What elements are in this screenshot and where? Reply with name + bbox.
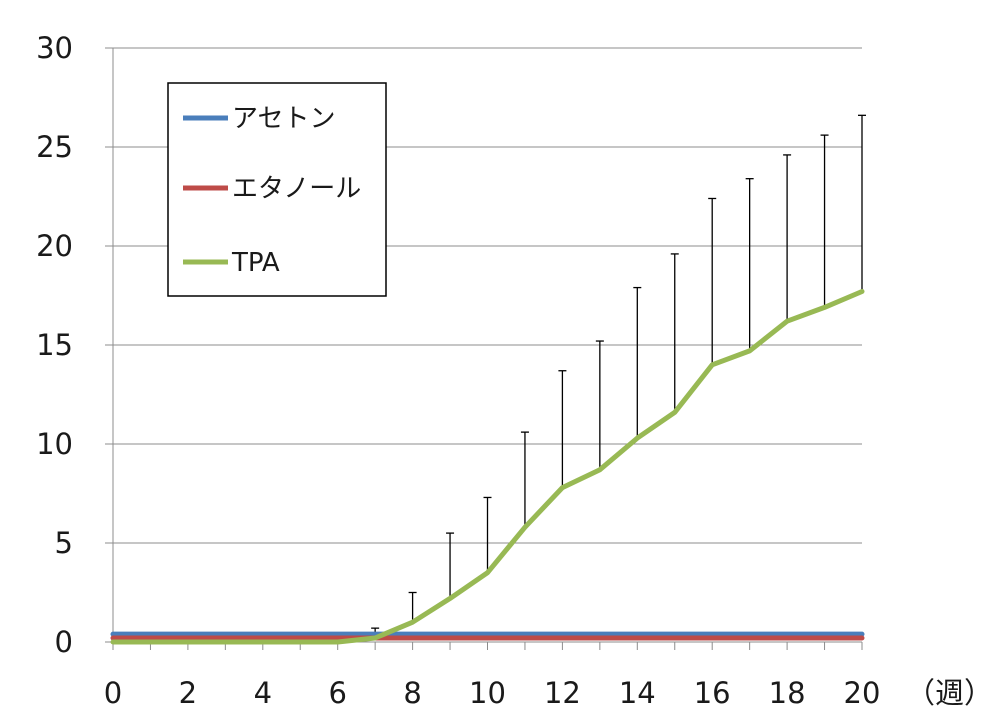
x-tick-label: 12 <box>544 676 581 710</box>
legend-label: アセトン <box>232 104 335 134</box>
x-tick-label: 16 <box>694 676 731 710</box>
x-tick-label: 0 <box>104 676 122 710</box>
error-bars <box>371 115 866 638</box>
y-tick-label: 15 <box>36 328 73 362</box>
x-tick-label: 6 <box>328 676 346 710</box>
x-axis-unit: （週） <box>906 676 993 710</box>
y-tick-label: 30 <box>36 31 73 65</box>
x-tick-label: 10 <box>469 676 506 710</box>
y-tick-label: 5 <box>55 526 73 560</box>
y-tick-label: 10 <box>36 427 73 461</box>
legend-label: TPA <box>231 248 280 278</box>
y-tick-label: 0 <box>55 625 73 659</box>
x-tick-labels: 0 2 4 6 8 10 12 14 16 18 20 <box>104 676 881 710</box>
x-tick-label: 4 <box>254 676 272 710</box>
y-tick-labels: 0 5 10 15 20 25 30 <box>36 31 73 659</box>
legend-label: エタノール <box>232 174 361 204</box>
x-tick-label: 2 <box>179 676 197 710</box>
x-tick-label: 18 <box>769 676 806 710</box>
x-tick-label: 8 <box>403 676 421 710</box>
y-tick-label: 20 <box>36 229 73 263</box>
x-tick-label: 20 <box>844 676 881 710</box>
x-tick-label: 14 <box>619 676 656 710</box>
y-tick-label: 25 <box>36 130 73 164</box>
